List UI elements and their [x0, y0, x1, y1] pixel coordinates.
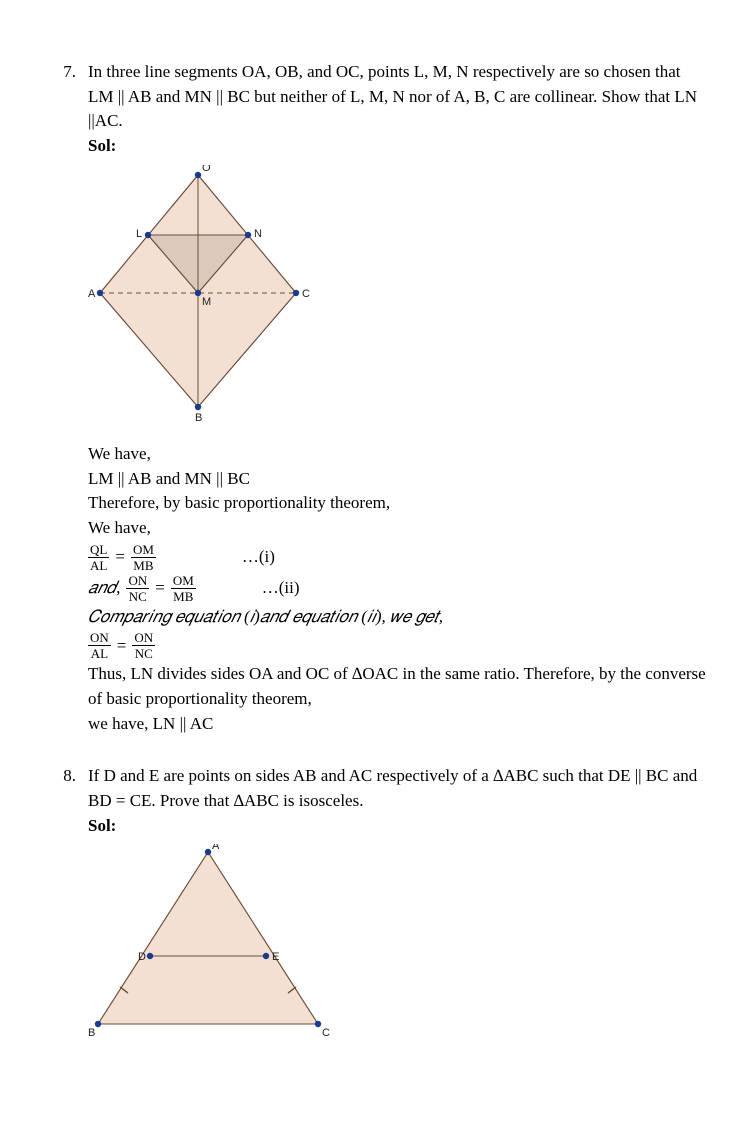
- eq-tag: …(ii): [262, 576, 300, 601]
- denominator: MB: [131, 558, 156, 572]
- diagram-7-svg: O A C B L N M: [88, 165, 318, 425]
- problem-body: In three line segments OA, OB, and OC, p…: [88, 60, 709, 736]
- equation-i: QL AL = OM MB …(i): [88, 543, 709, 572]
- diagram-8: A B C D E: [88, 844, 709, 1052]
- svg-text:N: N: [254, 228, 262, 240]
- denominator: MB: [171, 589, 196, 603]
- diagram-7: O A C B L N M: [88, 165, 709, 433]
- diagram-8-svg: A B C D E: [88, 844, 338, 1044]
- line: We have,: [88, 516, 709, 541]
- numerator: OM: [131, 543, 156, 558]
- fraction: ON NC: [132, 631, 155, 660]
- svg-text:B: B: [195, 412, 202, 424]
- problem-8: 8. If D and E are points on sides AB and…: [40, 764, 709, 1062]
- problem-7: 7. In three line segments OA, OB, and OC…: [40, 60, 709, 736]
- fraction: ON AL: [88, 631, 111, 660]
- svg-text:C: C: [302, 288, 310, 300]
- denominator: NC: [132, 646, 155, 660]
- sol-label: Sol:: [88, 814, 709, 839]
- denominator: NC: [126, 589, 149, 603]
- prompt-text: If D and E are points on sides AB and AC…: [88, 764, 709, 813]
- svg-text:M: M: [202, 296, 211, 308]
- line: Thus, LN divides sides OA and OC of ∆OAC…: [88, 662, 709, 711]
- numerator: ON: [88, 631, 111, 646]
- line: Therefore, by basic proportionality theo…: [88, 491, 709, 516]
- eq-tag: …(i): [242, 545, 275, 570]
- svg-text:B: B: [88, 1027, 95, 1039]
- line: LM || AB and MN || BC: [88, 467, 709, 492]
- prefix: 𝑎𝑛𝑑,: [88, 576, 120, 601]
- fraction: OM MB: [171, 574, 196, 603]
- line: We have,: [88, 442, 709, 467]
- svg-text:A: A: [88, 288, 96, 300]
- svg-text:C: C: [322, 1027, 330, 1039]
- equals: =: [115, 545, 125, 570]
- svg-text:A: A: [212, 844, 220, 852]
- numerator: ON: [126, 574, 149, 589]
- svg-text:O: O: [202, 165, 211, 174]
- svg-text:L: L: [136, 228, 142, 240]
- sol-label: Sol:: [88, 134, 709, 159]
- problem-number: 8.: [40, 764, 88, 789]
- fraction: QL AL: [88, 543, 109, 572]
- numerator: OM: [171, 574, 196, 589]
- prompt-text: In three line segments OA, OB, and OC, p…: [88, 60, 709, 134]
- line: we have, LN || AC: [88, 712, 709, 737]
- svg-text:E: E: [272, 951, 279, 963]
- numerator: QL: [88, 543, 109, 558]
- problem-body: If D and E are points on sides AB and AC…: [88, 764, 709, 1062]
- denominator: AL: [88, 558, 109, 572]
- denominator: AL: [88, 646, 111, 660]
- equals: =: [155, 576, 165, 601]
- problem-number: 7.: [40, 60, 88, 85]
- equation-iii: ON AL = ON NC: [88, 631, 709, 660]
- fraction: ON NC: [126, 574, 149, 603]
- equals: =: [117, 634, 127, 659]
- line: 𝐶𝑜𝑚𝑝𝑎𝑟𝑖𝑛𝑔 𝑒𝑞𝑢𝑎𝑡𝑖𝑜𝑛 (𝑖)𝑎𝑛𝑑 𝑒𝑞𝑢𝑎𝑡𝑖𝑜𝑛 (𝑖𝑖),…: [88, 605, 709, 630]
- svg-text:D: D: [138, 951, 146, 963]
- equation-ii: 𝑎𝑛𝑑, ON NC = OM MB …(ii): [88, 574, 709, 603]
- fraction: OM MB: [131, 543, 156, 572]
- numerator: ON: [132, 631, 155, 646]
